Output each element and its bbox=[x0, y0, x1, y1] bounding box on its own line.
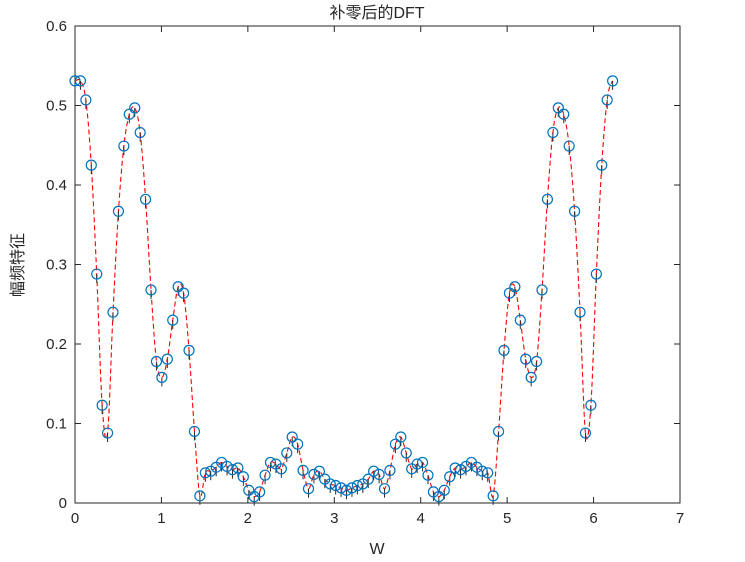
series-layer bbox=[69, 75, 619, 506]
y-tick-label: 0 bbox=[59, 495, 67, 512]
y-tick-label: 0.4 bbox=[46, 177, 67, 194]
y-axis-label: 幅频特征 bbox=[9, 233, 27, 297]
data-point bbox=[482, 467, 494, 479]
data-point bbox=[275, 463, 287, 475]
x-tick-label: 2 bbox=[244, 510, 252, 527]
data-point bbox=[514, 314, 526, 326]
data-point bbox=[194, 490, 206, 502]
data-point bbox=[281, 447, 293, 459]
data-point bbox=[292, 438, 304, 450]
data-point bbox=[335, 482, 347, 494]
data-point bbox=[264, 456, 277, 469]
data-point bbox=[188, 425, 201, 438]
data-point bbox=[237, 471, 249, 483]
data-point bbox=[243, 484, 255, 496]
data-point bbox=[254, 486, 266, 498]
data-point bbox=[178, 287, 190, 299]
y-tick-label: 0.6 bbox=[46, 18, 67, 35]
data-point bbox=[525, 371, 537, 383]
y-tick-label: 0.2 bbox=[46, 336, 67, 353]
plot-area bbox=[74, 25, 681, 504]
data-point bbox=[558, 108, 570, 120]
data-point bbox=[607, 75, 619, 87]
x-tick-label: 5 bbox=[503, 510, 511, 527]
data-point bbox=[579, 427, 592, 439]
data-point bbox=[498, 344, 510, 356]
data-point bbox=[438, 484, 450, 496]
data-point bbox=[520, 353, 532, 365]
data-point bbox=[74, 75, 87, 87]
x-tick-label: 0 bbox=[71, 510, 79, 527]
data-point bbox=[368, 465, 380, 477]
data-point bbox=[313, 465, 325, 477]
data-point bbox=[286, 431, 298, 443]
data-point bbox=[156, 371, 168, 383]
data-point bbox=[378, 483, 391, 495]
series-line bbox=[74, 78, 614, 499]
data-point bbox=[585, 399, 597, 411]
data-point bbox=[416, 456, 429, 469]
data-point bbox=[449, 462, 461, 474]
x-tick-label: 7 bbox=[676, 510, 684, 527]
data-point bbox=[601, 94, 613, 106]
data-point bbox=[569, 205, 581, 217]
data-point bbox=[400, 447, 412, 459]
data-point bbox=[509, 281, 521, 293]
data-point bbox=[112, 205, 125, 217]
data-point bbox=[552, 102, 564, 114]
data-point bbox=[384, 464, 396, 477]
data-point bbox=[96, 399, 108, 411]
y-axis: 0 0.1 0.2 0.3 0.4 0.5 0.6 bbox=[46, 18, 680, 512]
data-point bbox=[129, 102, 141, 114]
chart-title: 补零后的DFT bbox=[329, 4, 424, 22]
data-point bbox=[492, 425, 505, 438]
data-point bbox=[547, 126, 559, 139]
data-point bbox=[145, 284, 157, 296]
data-point bbox=[487, 490, 499, 502]
data-point bbox=[150, 355, 163, 368]
data-point bbox=[134, 126, 146, 139]
x-tick-label: 3 bbox=[330, 510, 338, 527]
x-tick-label: 6 bbox=[589, 510, 597, 527]
data-point bbox=[530, 355, 543, 368]
x-tick-label: 1 bbox=[157, 510, 165, 527]
data-point bbox=[324, 478, 336, 490]
x-tick-label: 4 bbox=[417, 510, 425, 527]
y-tick-label: 0.5 bbox=[46, 98, 67, 115]
data-point bbox=[118, 140, 130, 152]
data-point bbox=[107, 306, 119, 318]
data-point bbox=[232, 462, 244, 474]
data-point bbox=[259, 469, 271, 481]
data-point bbox=[297, 464, 309, 477]
data-point bbox=[91, 268, 103, 280]
data-point bbox=[596, 159, 608, 171]
data-point bbox=[422, 469, 434, 481]
data-point bbox=[574, 306, 586, 318]
data-point bbox=[161, 353, 173, 365]
y-tick-label: 0.3 bbox=[46, 257, 67, 274]
data-point bbox=[302, 483, 315, 495]
data-point bbox=[541, 193, 554, 205]
x-axis-label: W bbox=[369, 541, 385, 558]
data-point bbox=[395, 431, 407, 443]
data-point bbox=[183, 344, 195, 356]
x-axis: 0 1 2 3 4 5 6 7 bbox=[71, 26, 684, 527]
data-point bbox=[101, 427, 114, 439]
data-point bbox=[590, 268, 602, 280]
data-point bbox=[139, 193, 152, 205]
data-point bbox=[330, 479, 342, 492]
data-point bbox=[563, 140, 575, 152]
data-point bbox=[85, 159, 97, 171]
data-point bbox=[476, 465, 488, 477]
data-point bbox=[373, 468, 385, 480]
data-point bbox=[536, 284, 548, 296]
y-tick-label: 0.1 bbox=[46, 416, 67, 433]
data-point bbox=[221, 460, 233, 473]
data-point bbox=[80, 94, 92, 106]
data-point bbox=[167, 314, 179, 326]
